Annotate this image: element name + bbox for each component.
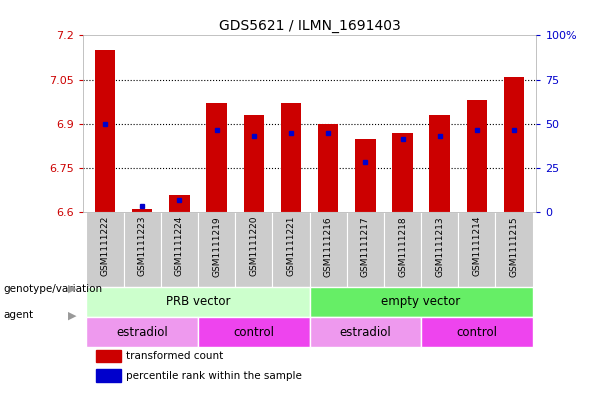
Text: empty vector: empty vector bbox=[381, 295, 461, 308]
Text: ▶: ▶ bbox=[68, 284, 77, 294]
Text: PRB vector: PRB vector bbox=[166, 295, 230, 308]
Text: GSM1111218: GSM1111218 bbox=[398, 216, 407, 277]
Bar bbox=[86, 212, 124, 286]
Bar bbox=[421, 212, 459, 286]
Bar bbox=[198, 317, 310, 347]
Bar bbox=[132, 209, 153, 212]
Bar bbox=[124, 212, 161, 286]
Text: percentile rank within the sample: percentile rank within the sample bbox=[126, 371, 302, 381]
Bar bbox=[310, 317, 421, 347]
Text: control: control bbox=[234, 325, 274, 338]
Bar bbox=[207, 103, 227, 212]
Bar bbox=[272, 212, 310, 286]
Text: GSM1111222: GSM1111222 bbox=[101, 216, 110, 276]
Bar bbox=[347, 212, 384, 286]
Bar bbox=[495, 212, 533, 286]
Bar bbox=[243, 115, 264, 212]
Bar bbox=[198, 212, 235, 286]
Text: control: control bbox=[457, 325, 497, 338]
Bar bbox=[96, 369, 121, 382]
Bar bbox=[86, 286, 310, 317]
Bar bbox=[392, 132, 413, 212]
Bar bbox=[86, 317, 198, 347]
Bar bbox=[235, 212, 272, 286]
Text: GSM1111223: GSM1111223 bbox=[138, 216, 147, 276]
Text: GSM1111219: GSM1111219 bbox=[212, 216, 221, 277]
Text: estradiol: estradiol bbox=[340, 325, 391, 338]
Text: GSM1111221: GSM1111221 bbox=[286, 216, 295, 276]
Text: genotype/variation: genotype/variation bbox=[3, 284, 102, 294]
Bar bbox=[95, 50, 115, 212]
Text: GSM1111213: GSM1111213 bbox=[435, 216, 444, 277]
Bar bbox=[504, 77, 524, 212]
Text: ▶: ▶ bbox=[68, 310, 77, 320]
Text: GSM1111220: GSM1111220 bbox=[249, 216, 258, 276]
Bar bbox=[355, 139, 376, 212]
Text: GSM1111214: GSM1111214 bbox=[473, 216, 481, 276]
Text: agent: agent bbox=[3, 310, 33, 320]
Title: GDS5621 / ILMN_1691403: GDS5621 / ILMN_1691403 bbox=[219, 19, 400, 33]
Text: GSM1111224: GSM1111224 bbox=[175, 216, 184, 276]
Bar bbox=[310, 212, 347, 286]
Text: transformed count: transformed count bbox=[126, 351, 223, 361]
Bar bbox=[466, 100, 487, 212]
Bar bbox=[421, 317, 533, 347]
Bar bbox=[281, 103, 301, 212]
Text: GSM1111216: GSM1111216 bbox=[324, 216, 333, 277]
Bar bbox=[384, 212, 421, 286]
Text: estradiol: estradiol bbox=[116, 325, 168, 338]
Text: GSM1111215: GSM1111215 bbox=[509, 216, 519, 277]
Bar bbox=[459, 212, 495, 286]
Bar bbox=[161, 212, 198, 286]
Bar bbox=[310, 286, 533, 317]
Bar bbox=[169, 195, 189, 212]
Bar bbox=[96, 350, 121, 362]
Text: GSM1111217: GSM1111217 bbox=[361, 216, 370, 277]
Bar bbox=[318, 124, 338, 212]
Bar bbox=[430, 115, 450, 212]
